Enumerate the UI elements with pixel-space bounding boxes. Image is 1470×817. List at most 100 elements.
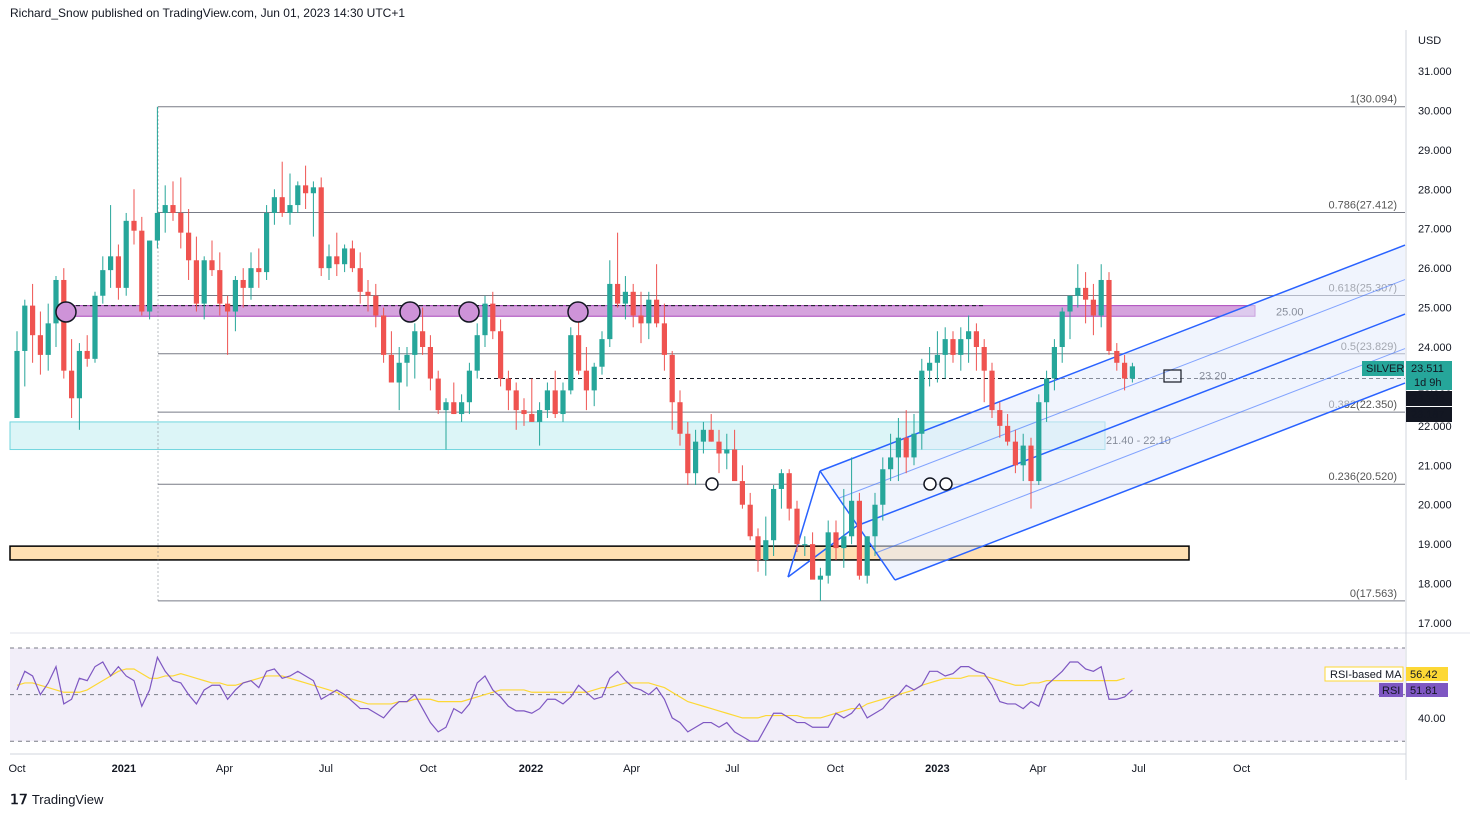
candle-body (1129, 366, 1135, 379)
candle-body (817, 575, 823, 580)
candle-body (131, 220, 137, 231)
candle-body (84, 350, 90, 359)
candle-body (427, 347, 433, 379)
price-tick-label: 22.000 (1418, 421, 1452, 433)
candle-body (490, 303, 496, 332)
rsi-legend-bg (1379, 683, 1403, 697)
candle-body (513, 390, 519, 411)
candle-body (716, 441, 722, 454)
candle-body (521, 410, 527, 415)
candle-body (404, 354, 410, 363)
candle-body (162, 205, 168, 213)
candle-body (669, 354, 675, 403)
candle-body (342, 248, 348, 265)
candle-body (14, 350, 20, 418)
candle-body (466, 370, 472, 403)
candle-body (888, 457, 894, 470)
candle-body (622, 291, 628, 304)
pitchfork-line (894, 382, 1406, 581)
candle-body (381, 315, 387, 355)
candle-body (654, 299, 660, 324)
candle-body (69, 370, 75, 399)
candle-body (139, 230, 145, 312)
candle-body (755, 536, 761, 560)
candle-body (30, 305, 36, 336)
candle-body (193, 260, 199, 304)
candle-body (1067, 295, 1073, 312)
publisher-header: Richard_Snow published on TradingView.co… (10, 6, 406, 20)
candle-body (76, 350, 82, 399)
marker-circle (458, 301, 480, 323)
candle-body (583, 370, 589, 391)
candle-body (53, 279, 59, 324)
marker-price-tag-1-bg (1406, 391, 1452, 406)
candle-body (1059, 311, 1065, 348)
price-tick-label: 31.000 (1418, 66, 1452, 78)
candle-body (724, 449, 730, 454)
candle-body (295, 185, 301, 206)
time-tick-label: Oct (827, 763, 844, 775)
candle-body (498, 331, 504, 379)
candle-body (732, 449, 738, 482)
candle-body (950, 339, 956, 355)
candle-body (794, 508, 800, 545)
rsi-legend-label: RSI (1382, 685, 1400, 697)
candle-body (209, 260, 215, 271)
rsi-ma-legend-label: RSI-based MA (1330, 669, 1402, 681)
candle-body (396, 362, 402, 383)
candle-body (357, 268, 363, 292)
candle-body (973, 331, 979, 348)
time-tick-label: 2022 (519, 763, 543, 775)
price-tick-label: 25.000 (1418, 303, 1452, 315)
candle-body (178, 212, 184, 233)
candle-body (451, 402, 457, 415)
pitchfork-line (838, 279, 1406, 499)
candle-body (115, 256, 121, 288)
candle-body (1012, 441, 1018, 466)
candle-body (108, 256, 114, 271)
price-tick-label: 24.000 (1418, 342, 1452, 354)
time-tick-label: Apr (623, 763, 640, 775)
candle-body (100, 270, 106, 296)
candle-body (1028, 445, 1034, 482)
candle-body (591, 366, 597, 391)
time-tick-label: Jul (319, 763, 333, 775)
candle-body (326, 256, 332, 269)
candle-body (997, 410, 1003, 426)
candle-body (989, 370, 995, 411)
candle-body (201, 260, 207, 304)
price-tick-label: 29.000 (1418, 145, 1452, 157)
selection-box (1163, 369, 1182, 383)
candle-body (864, 536, 870, 576)
candle-body (92, 295, 98, 359)
price-tick-label: 28.000 (1418, 184, 1452, 196)
candle-body (365, 291, 371, 296)
candle-body (911, 433, 917, 458)
candle-body (61, 279, 67, 371)
candle-body (919, 370, 925, 434)
candle-body (279, 197, 285, 213)
marker-circle (399, 301, 421, 323)
rsi-tick-label: 40.00 (1418, 713, 1446, 725)
candle-body (459, 402, 465, 415)
candle-body (349, 248, 355, 269)
candle-body (482, 303, 488, 336)
fib-level-label: 0.236(20.520) (1329, 471, 1398, 483)
main-pane (10, 30, 1405, 632)
candle-body (1098, 279, 1104, 316)
candle-body (22, 305, 28, 351)
tradingview-brand-label: TradingView (31, 792, 104, 807)
candle-body (544, 390, 550, 411)
candle-body (505, 378, 511, 391)
tradingview-logo-icon: 𝟣𝟩 (10, 791, 28, 807)
low-zone (9, 545, 1190, 561)
pitchfork-line (857, 313, 1406, 527)
marker-circle (705, 477, 719, 491)
candle-body (373, 295, 379, 316)
rsi-ma-legend-bg (1324, 666, 1404, 682)
footer-branding[interactable]: 𝟣𝟩 TradingView (10, 791, 103, 808)
time-tick-label: Oct (1233, 763, 1250, 775)
candle-body (841, 536, 847, 549)
fib-level-label: 1(30.094) (1350, 94, 1397, 106)
